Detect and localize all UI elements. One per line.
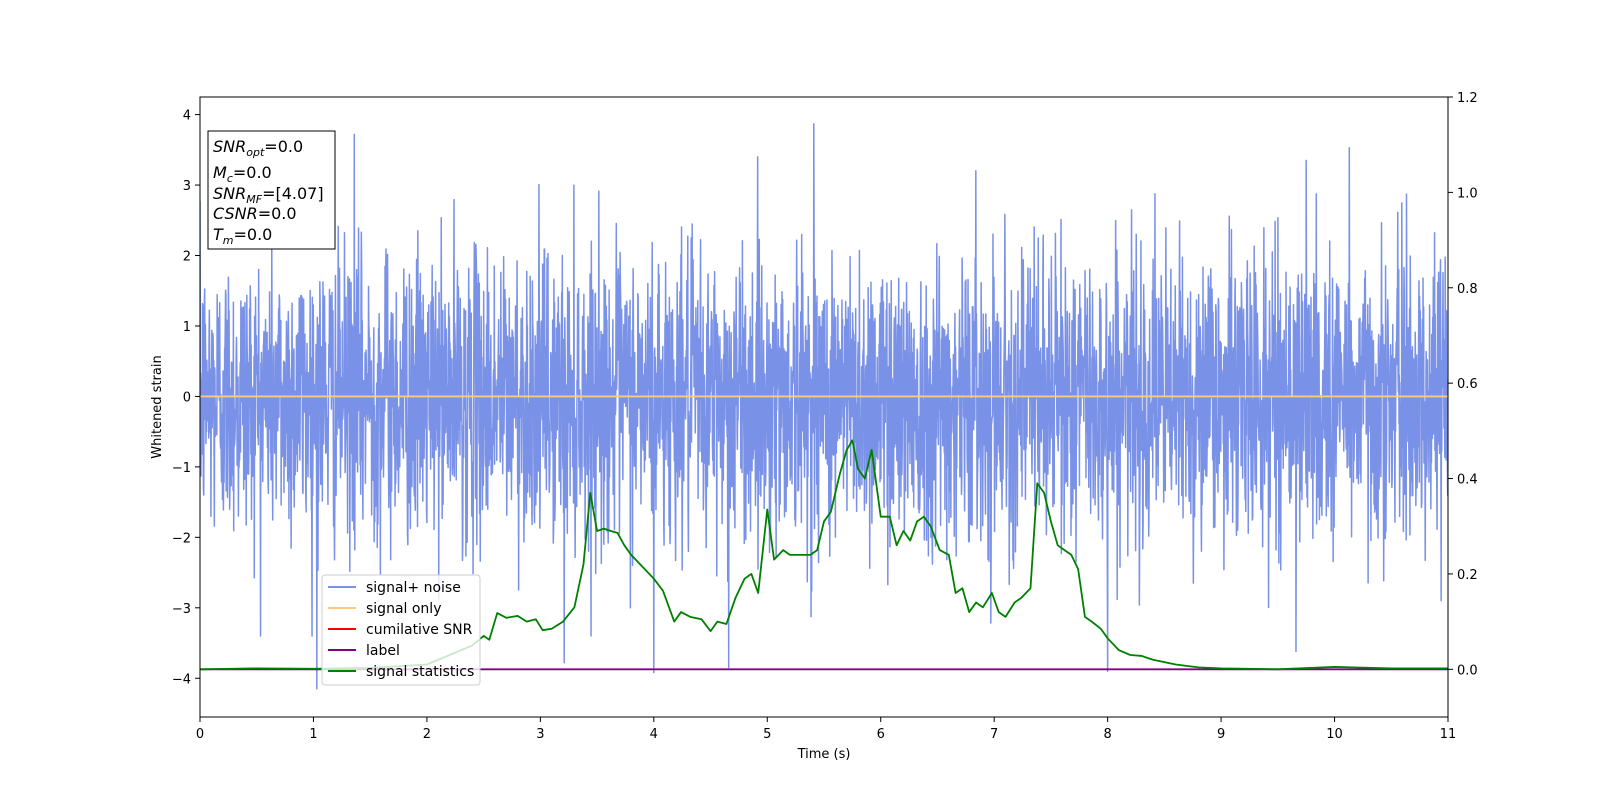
y-axis-label: Whitened strain — [150, 355, 165, 458]
signal-noise-series — [200, 123, 1448, 690]
x-tick-label: 6 — [877, 727, 885, 742]
y-right-tick-label: 0.6 — [1457, 377, 1478, 392]
x-tick-label: 11 — [1440, 727, 1457, 742]
legend-label: signal+ noise — [366, 580, 461, 596]
axes-frame — [199, 96, 1449, 718]
y-right-tick-label: 0.4 — [1457, 473, 1478, 488]
y-left-tick-label: −1 — [172, 461, 191, 476]
y-left-tick-label: −2 — [172, 531, 191, 546]
y-left-tick-label: −3 — [172, 602, 191, 617]
info-tm: Tm=0.0 — [213, 225, 272, 247]
x-tick-label: 5 — [763, 727, 771, 742]
x-tick-label: 2 — [423, 727, 431, 742]
signal-statistics-line — [200, 439, 1448, 671]
x-tick-label: 8 — [1103, 727, 1111, 742]
x-axis: 0 1 2 3 4 5 6 7 8 9 10 11 — [196, 717, 1456, 742]
info-box: SNRopt=0.0 Mc=0.0 SNRMF=[4.07] CSNR=0.0 … — [207, 130, 336, 250]
y-axis-left: −4 −3 −2 −1 0 1 2 3 4 — [172, 109, 200, 687]
x-axis-label: Time (s) — [797, 747, 851, 762]
signal-noise-line — [200, 123, 1448, 690]
x-tick-label: 10 — [1326, 727, 1343, 742]
y-left-tick-label: 3 — [183, 179, 191, 194]
y-right-tick-label: 0.2 — [1457, 568, 1478, 583]
info-mc: Mc=0.0 — [213, 163, 272, 185]
x-tick-label: 9 — [1217, 727, 1225, 742]
y-left-tick-label: 0 — [183, 390, 191, 405]
y-right-tick-label: 0.0 — [1457, 663, 1478, 678]
y-left-tick-label: 2 — [183, 250, 191, 265]
legend: signal+ noise signal only cumilative SNR la… — [321, 574, 481, 686]
legend-label: label — [366, 643, 400, 659]
y-left-tick-label: 4 — [183, 109, 191, 124]
y-right-tick-label: 1.0 — [1457, 186, 1478, 201]
legend-label: signal statistics — [366, 664, 474, 680]
info-snr-opt: SNRopt=0.0 — [213, 137, 303, 159]
x-tick-label: 0 — [196, 727, 204, 742]
y-left-tick-label: −4 — [172, 672, 191, 687]
info-snr-mf: SNRMF=[4.07] — [213, 184, 324, 206]
legend-label: signal only — [366, 601, 441, 617]
legend-label: cumilative SNR — [366, 622, 473, 638]
y-axis-right: 0.0 0.2 0.4 0.6 0.8 1.0 1.2 — [1448, 91, 1478, 678]
info-csnr: CSNR=0.0 — [213, 204, 297, 223]
x-tick-label: 1 — [309, 727, 317, 742]
y-right-tick-label: 0.8 — [1457, 282, 1478, 297]
x-tick-label: 7 — [990, 727, 998, 742]
x-tick-label: 3 — [536, 727, 544, 742]
y-left-tick-label: 1 — [183, 320, 191, 335]
x-tick-label: 4 — [650, 727, 658, 742]
y-right-tick-label: 1.2 — [1457, 91, 1478, 106]
